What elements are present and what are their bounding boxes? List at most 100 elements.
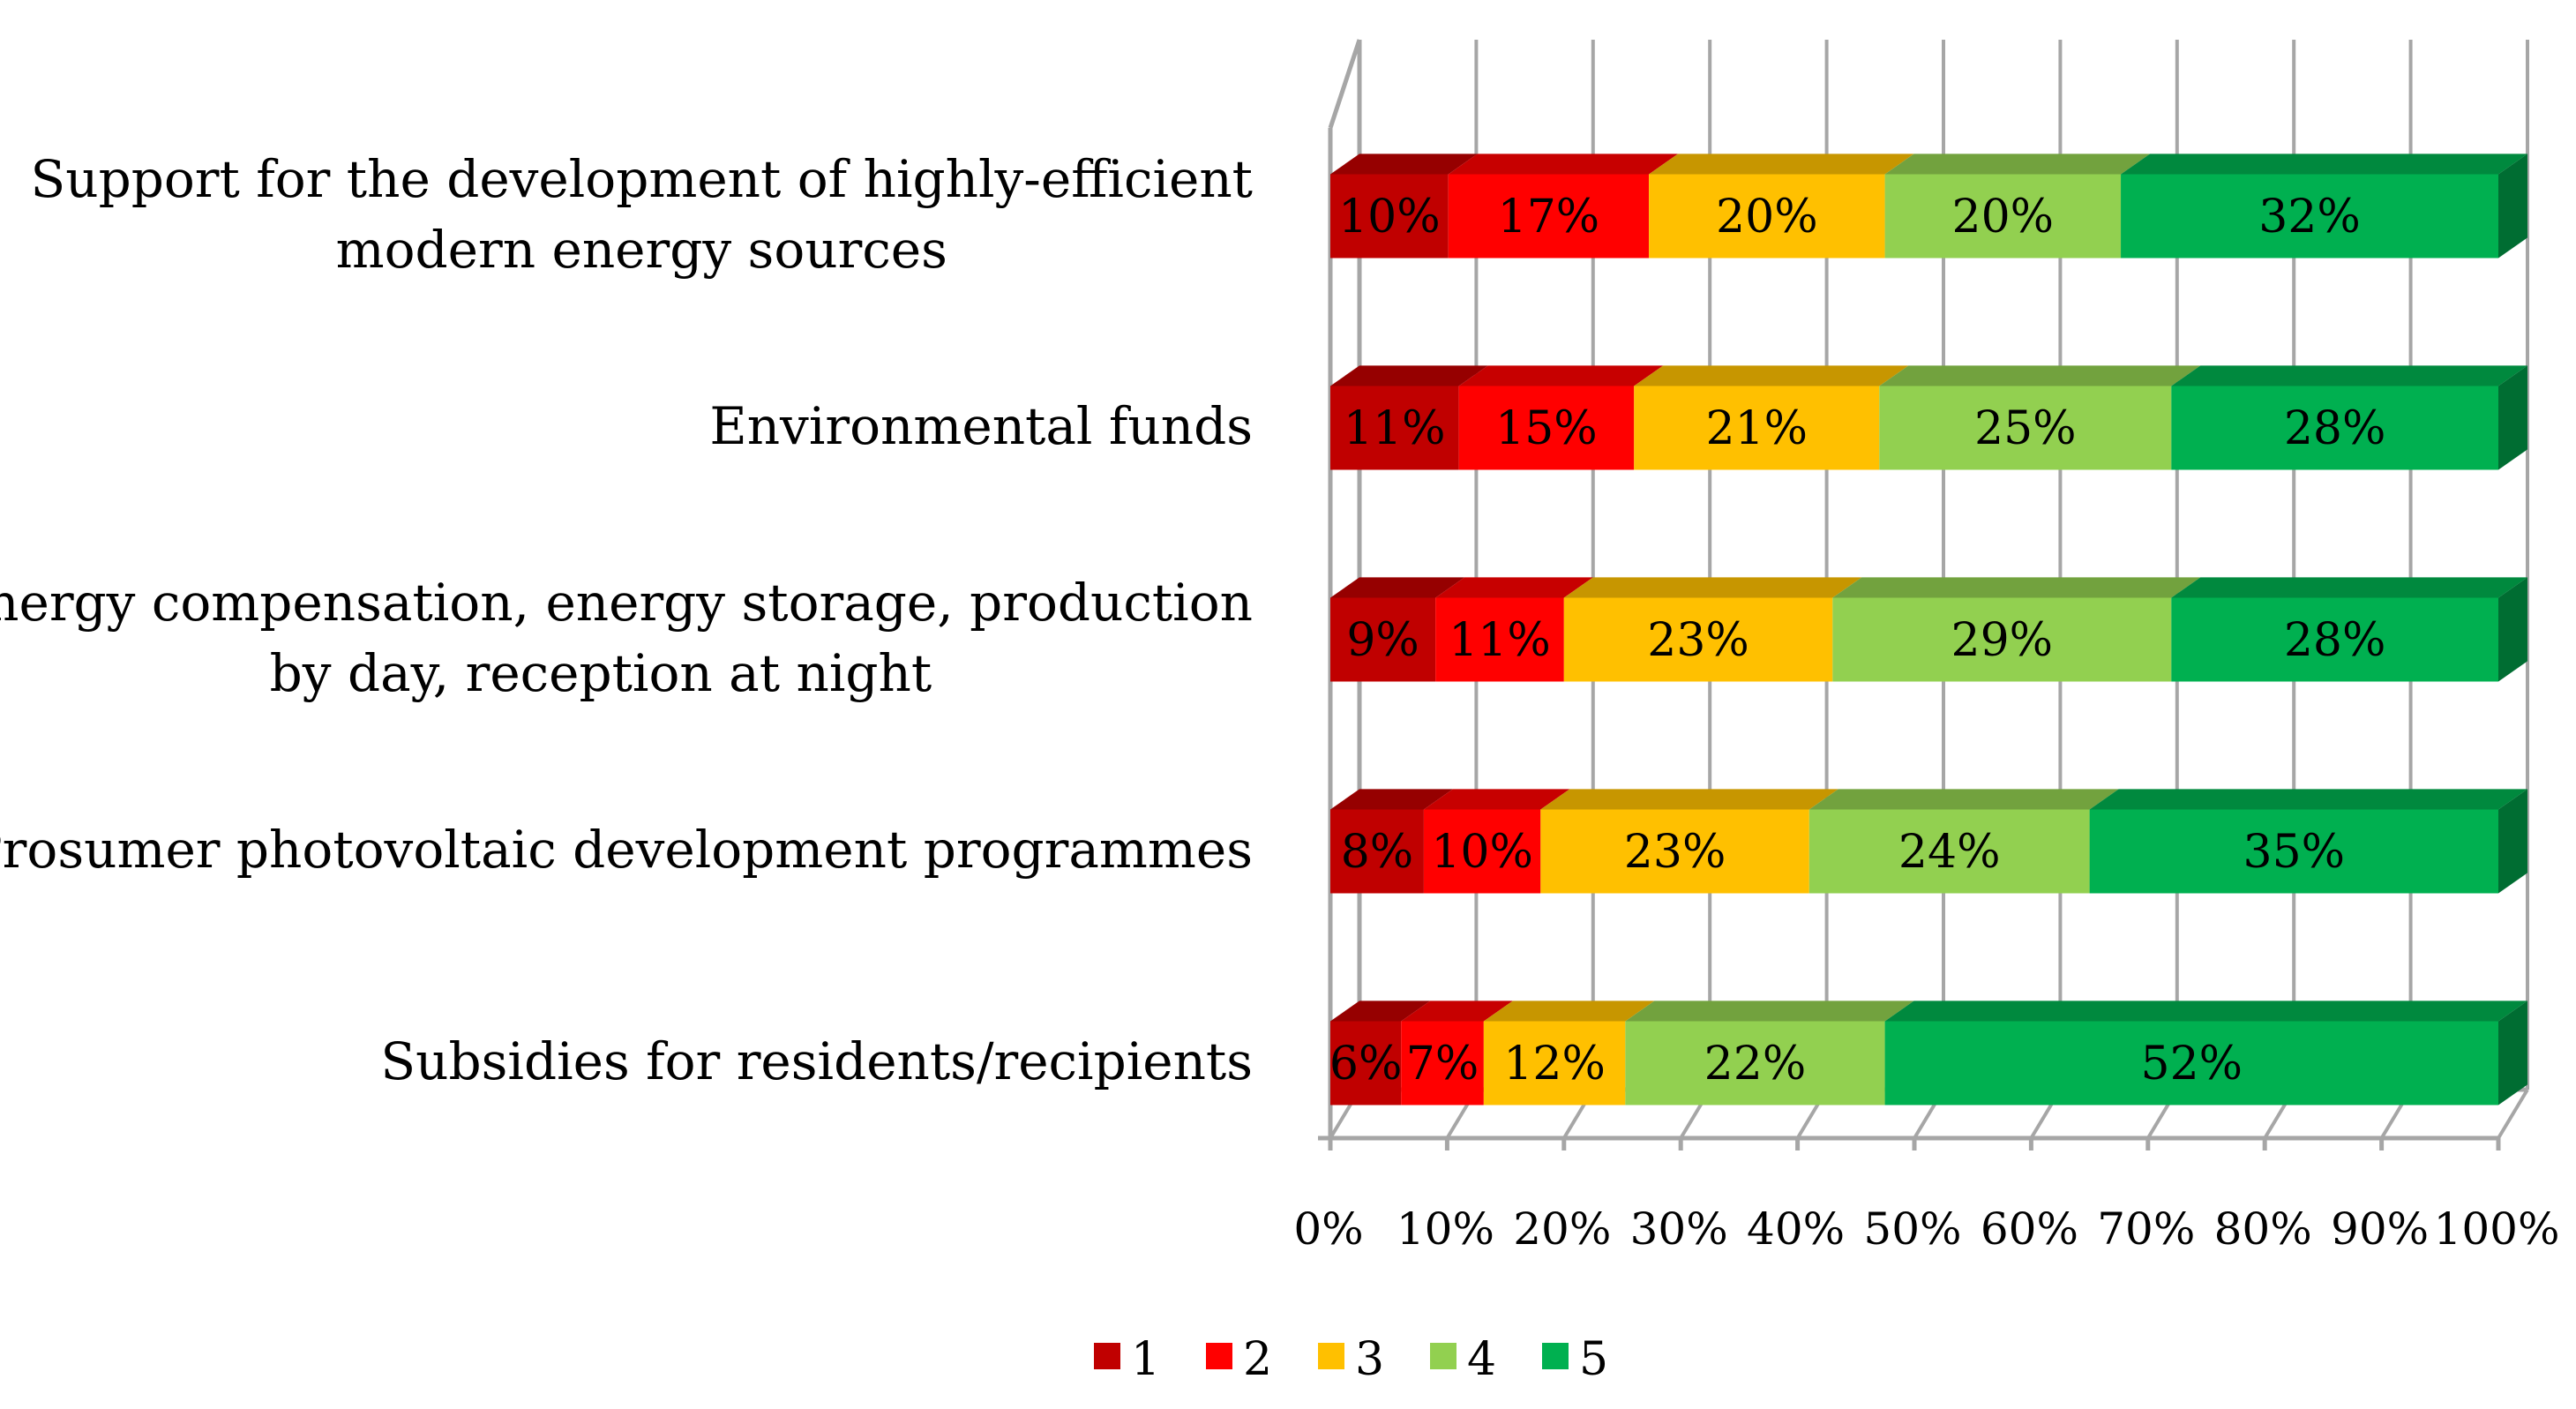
- category-label-line: Environmental funds: [709, 396, 1253, 456]
- bar-front-face: [1423, 809, 1541, 894]
- bar-segment-series-5: [2121, 154, 2527, 259]
- bar-front-face: [1649, 174, 1885, 259]
- x-tick-label: 70%: [2097, 1203, 2195, 1255]
- legend-swatch: [1430, 1343, 1456, 1369]
- x-tick-label: 90%: [2331, 1203, 2429, 1255]
- data-label: 17%: [1498, 191, 1600, 244]
- bar-top-face: [1634, 365, 1909, 386]
- bar-top-face: [1540, 789, 1838, 810]
- bar-front-face: [1330, 386, 1459, 470]
- data-label: 11%: [1449, 614, 1551, 667]
- bar-segment-series-4: [1884, 154, 2151, 259]
- category-label-line: by day, reception at night: [270, 643, 932, 703]
- bar-front-face: [1634, 386, 1880, 470]
- legend-swatch: [1318, 1343, 1344, 1369]
- bar-top-face: [1483, 1001, 1655, 1022]
- bar-top-face: [1330, 365, 1488, 386]
- bar-front-face: [1330, 809, 1424, 894]
- bar-side-face: [2498, 1001, 2527, 1105]
- category-label: Prosumer photovoltaic development progra…: [0, 820, 1253, 880]
- data-label: 32%: [2258, 191, 2361, 244]
- bar-top-face: [1423, 789, 1570, 810]
- bar-segment-series-5: [2171, 365, 2527, 470]
- bar-front-face: [2171, 597, 2498, 682]
- x-tick-label: 10%: [1397, 1203, 1494, 1255]
- bar-top-face: [1808, 789, 2119, 810]
- legend: 1 2 3 4 5: [1094, 1333, 1608, 1386]
- data-label: 10%: [1431, 826, 1533, 879]
- data-label: 8%: [1341, 826, 1414, 879]
- data-label: 25%: [1974, 402, 2077, 455]
- bar-segment-series-1: [1330, 365, 1488, 470]
- bar-top-face: [1330, 577, 1465, 598]
- category-label: Environmental funds: [709, 396, 1253, 456]
- data-label: 52%: [2140, 1038, 2243, 1090]
- bar-segment-series-1: [1330, 577, 1465, 682]
- data-label: 7%: [1406, 1038, 1479, 1090]
- x-tick-label: 20%: [1513, 1203, 1611, 1255]
- bar-top-face: [1330, 789, 1453, 810]
- legend-swatch: [1094, 1343, 1120, 1369]
- bar-front-face: [1832, 597, 2172, 682]
- data-label: 10%: [1338, 191, 1441, 244]
- category-label-line: modern energy sources: [336, 220, 947, 280]
- data-label: 29%: [1951, 614, 2054, 667]
- data-label: 15%: [1495, 402, 1598, 455]
- bar-segment-series-2: [1448, 154, 1679, 259]
- bar-segment-series-3: [1649, 154, 1914, 259]
- bar-segment-series-1: [1330, 154, 1478, 259]
- bar-front-face: [1884, 1021, 2498, 1105]
- x-tick-label: 30%: [1630, 1203, 1728, 1255]
- bar-top-face: [1625, 1001, 1914, 1022]
- legend-swatch: [1206, 1343, 1232, 1369]
- data-label: 23%: [1624, 826, 1726, 879]
- bar-front-face: [1330, 597, 1436, 682]
- bar-segment-series-2: [1423, 789, 1570, 894]
- data-label: 22%: [1704, 1038, 1807, 1090]
- legend-item-2: 2: [1206, 1333, 1272, 1386]
- data-label: 21%: [1705, 402, 1808, 455]
- bar-segment-series-1: [1330, 1001, 1431, 1105]
- bar-top-face: [1435, 577, 1593, 598]
- x-tick-label: 100%: [2434, 1203, 2560, 1255]
- category-label: Energy compensation, energy storage, pro…: [0, 573, 1253, 703]
- bar-segment-series-4: [1879, 365, 2201, 470]
- legend-item-1: 1: [1094, 1333, 1160, 1386]
- bar-top-face: [1879, 365, 2201, 386]
- bar-top-face: [1401, 1001, 1513, 1022]
- bar-front-face: [1879, 386, 2172, 470]
- legend-swatch: [1542, 1343, 1569, 1369]
- bar-front-face: [1448, 174, 1650, 259]
- floor-gridline: [2497, 1088, 2529, 1140]
- category-label-line: Support for the development of highly-ef…: [31, 149, 1254, 209]
- data-label: 35%: [2243, 826, 2346, 879]
- bar-segment-series-5: [2089, 789, 2527, 894]
- category-label: Subsidies for residents/recipients: [380, 1031, 1253, 1091]
- bar-segment-series-3: [1563, 577, 1862, 682]
- bar-top-face: [1884, 154, 2151, 175]
- category-label: Support for the development of highly-ef…: [31, 149, 1254, 280]
- bar-segment-series-3: [1483, 1001, 1655, 1105]
- legend-label: 4: [1467, 1333, 1496, 1386]
- bar-front-face: [1625, 1021, 1885, 1105]
- bar-side-face: [2498, 365, 2527, 470]
- data-labels: 10% 17% 20% 20% 32% 11% 15% 21% 25% 28% 9% 11% 23% 29…: [1329, 191, 2386, 1090]
- legend-label: 2: [1243, 1333, 1272, 1386]
- category-label-line: Prosumer photovoltaic development progra…: [0, 820, 1253, 880]
- bar-front-face: [1330, 174, 1449, 259]
- data-label: 20%: [1952, 191, 2055, 244]
- x-tick-label: 50%: [1863, 1203, 1961, 1255]
- bar-front-face: [1458, 386, 1635, 470]
- data-label: 11%: [1344, 402, 1446, 455]
- category-labels: Support for the development of highly-ef…: [0, 149, 1253, 1091]
- bar-side-face: [2498, 154, 2527, 259]
- bar-segment-series-3: [1540, 789, 1838, 894]
- bar-top-face: [1448, 154, 1679, 175]
- bar-top-face: [2171, 577, 2527, 598]
- legend-item-4: 4: [1430, 1333, 1496, 1386]
- bar-segment-series-4: [1832, 577, 2201, 682]
- bar-top-face: [1330, 154, 1478, 175]
- x-tick-label: 80%: [2214, 1203, 2312, 1255]
- chart-bars: [1330, 154, 2527, 1105]
- legend-item-5: 5: [1542, 1333, 1608, 1386]
